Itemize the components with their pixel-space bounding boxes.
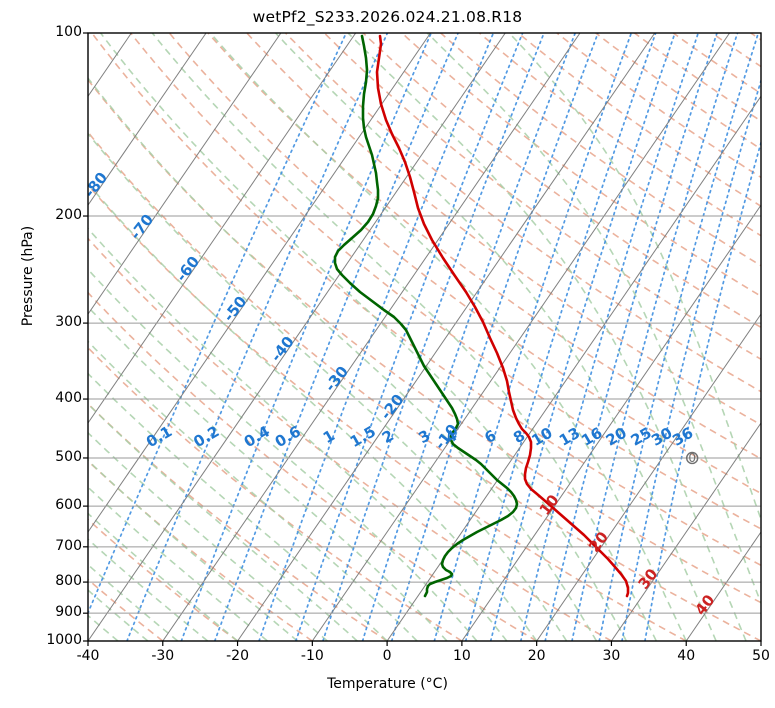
y-tick-label: 200	[55, 207, 82, 224]
parcel-marker-group: 0	[685, 451, 699, 465]
svg-text:-100: -100	[0, 95, 13, 136]
y-tick-label: 500	[55, 448, 82, 465]
y-tick-label: 600	[55, 497, 82, 514]
y-tick-label: 700	[55, 537, 82, 554]
y-axis-ticks: 100 200 300 400 500 600 700 800 900 1000	[18, 0, 82, 708]
x-tick-label: -20	[226, 648, 249, 664]
y-tick-label: 300	[55, 314, 82, 331]
svg-text:-90: -90	[32, 131, 63, 163]
x-tick-label: 20	[527, 648, 546, 664]
x-tick-label: -40	[76, 648, 100, 664]
mixing-ratio-lines-group	[88, 33, 761, 641]
y-tick-label: 800	[55, 573, 82, 590]
x-tick-label: -10	[300, 648, 324, 664]
x-tick-label: 50	[752, 648, 770, 664]
y-tick-label: 1000	[46, 632, 82, 648]
isotherms-group	[88, 33, 761, 641]
x-tick-label: 10	[452, 648, 471, 664]
axis-tickmarks-group	[83, 32, 762, 646]
x-tick-label: 30	[602, 648, 621, 664]
chart-title: wetPf2_S233.2026.024.21.08.R18	[252, 8, 523, 26]
plot-border	[87, 32, 762, 642]
x-axis-label: Temperature (°C)	[327, 676, 448, 692]
y-tick-label: 400	[55, 390, 82, 407]
plot-background	[88, 33, 761, 641]
svg-text:0: 0	[688, 451, 696, 465]
y-tick-label: 100	[55, 24, 82, 40]
isobars-group	[88, 33, 761, 641]
y-tick-label: 900	[55, 604, 82, 621]
sounding-curves-group	[333, 34, 630, 598]
x-tick-label: 0	[382, 648, 392, 664]
x-tick-label: 40	[677, 648, 696, 664]
x-tick-label: -30	[151, 648, 175, 664]
